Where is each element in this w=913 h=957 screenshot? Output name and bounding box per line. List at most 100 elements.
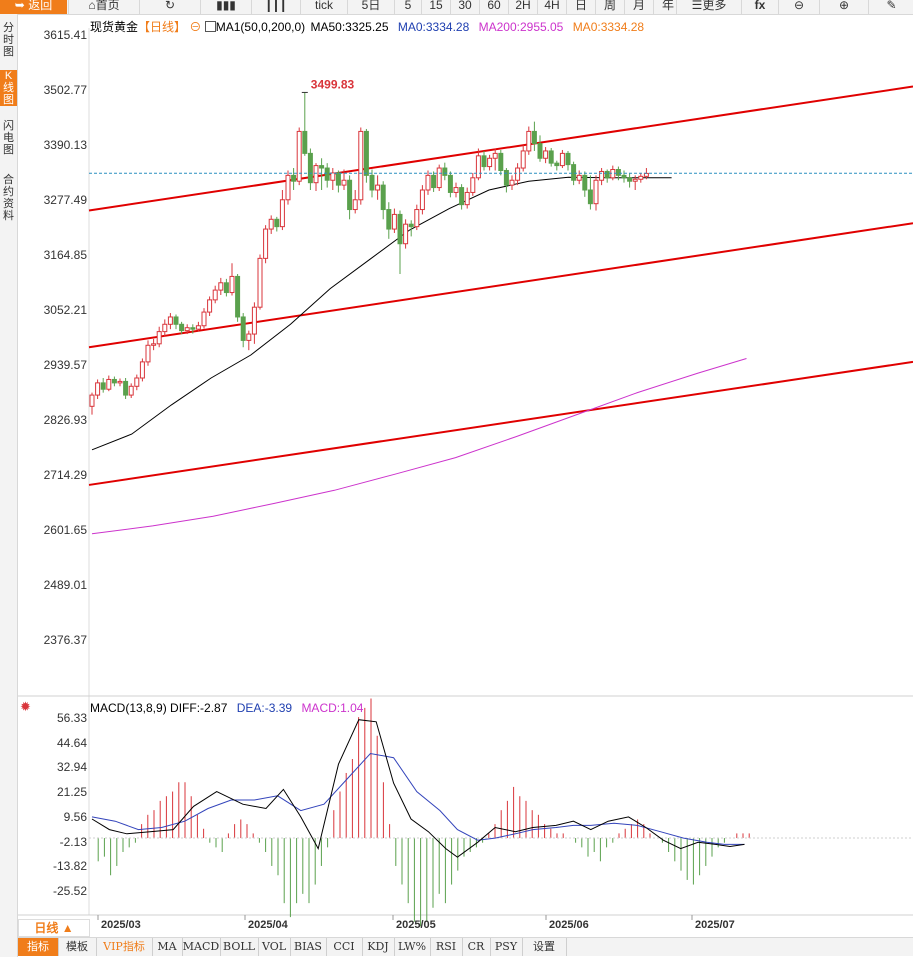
period-button-5[interactable]: 2H (508, 0, 537, 14)
candle-body (274, 218, 280, 228)
candle-body (352, 199, 358, 211)
candle-body (117, 380, 123, 384)
indicator-tab[interactable]: BOLL (220, 938, 259, 956)
candle-body (89, 394, 95, 407)
candle-body (302, 130, 308, 154)
candle-body (95, 382, 101, 396)
indicator-tab[interactable]: 指标 (18, 938, 59, 956)
date-axis-label: 2025/03 (101, 919, 141, 931)
indicator-tab[interactable]: PSY (490, 938, 523, 956)
more-button[interactable]: ☰更多 (676, 0, 741, 14)
indicator-tab[interactable]: KDJ (362, 938, 395, 956)
price-axis-label: 2601.65 (43, 523, 87, 537)
zoom-in-icon: ⊕ (838, 0, 850, 12)
candle-body (246, 333, 252, 341)
ma-box-icon (204, 21, 216, 32)
candle-body (263, 228, 269, 259)
candle-body (106, 378, 112, 390)
candle-body (408, 223, 414, 228)
candle-body (369, 174, 375, 191)
tab-timeshare[interactable]: 分时图 (3, 22, 14, 58)
candle-body (341, 179, 347, 186)
macd-axis-label: -25.52 (52, 884, 87, 898)
period-button-3[interactable]: 30 (450, 0, 479, 14)
top-toolbar: ➥ 返回 ⌂首页 ↻ ▮▮▮ ┃┃┃ tick 5日 5 15 30 60 2H 4H 日周月… (0, 0, 913, 15)
macd-name: MACD(13,8,9) (90, 701, 167, 715)
candle-body (459, 187, 465, 206)
period-tag: 【日线】 (138, 20, 187, 34)
candle-body (123, 380, 129, 396)
date-axis-label: 2025/05 (396, 919, 436, 931)
candle-body (229, 275, 235, 294)
period-button-0[interactable]: 5日 (347, 0, 394, 14)
candlestick-icon: ┃┃┃ (265, 0, 287, 12)
indicator-tab[interactable]: VOL (258, 938, 291, 956)
macd-axis-label: 44.64 (56, 735, 87, 750)
candle-chart-button[interactable]: ┃┃┃ (251, 0, 300, 14)
settings-icon[interactable]: ⊖ (189, 20, 202, 34)
channel-line (88, 85, 913, 212)
tab-flash-chart[interactable]: 闪电图 (3, 120, 14, 156)
candle-body (453, 187, 459, 193)
refresh-button[interactable]: ↻ (139, 0, 200, 14)
date-axis-label: 2025/06 (549, 919, 589, 931)
home-button[interactable]: ⌂首页 (68, 0, 139, 14)
period-button-7[interactable]: 日 (566, 0, 595, 14)
pencil-icon: ✎ (886, 0, 897, 12)
tab-contract-info[interactable]: 合约资料 (3, 174, 14, 222)
zoom-out-button[interactable]: ⊖ (778, 0, 819, 14)
candle-body (285, 174, 291, 201)
tick-button[interactable]: tick (300, 0, 347, 14)
indicator-tab[interactable]: RSI (430, 938, 463, 956)
price-axis-label: 3390.13 (43, 138, 87, 152)
ma50-line (91, 176, 672, 451)
formula-button[interactable]: fx (741, 0, 778, 14)
candle-body (307, 152, 313, 184)
candle-body (139, 361, 145, 379)
candle-body (475, 155, 481, 179)
candle-body (397, 213, 403, 245)
period-button-6[interactable]: 4H (537, 0, 566, 14)
period-button-8[interactable]: 周 (595, 0, 624, 14)
bar-chart-button[interactable]: ▮▮▮ (200, 0, 251, 14)
back-button[interactable]: ➥ 返回 (0, 0, 67, 14)
candle-body (212, 289, 218, 301)
candle-body (347, 179, 353, 211)
price-axis-label: 2939.57 (43, 358, 87, 372)
indicator-tab[interactable]: 设置 (522, 938, 567, 956)
indicator-tab[interactable]: MA (152, 938, 183, 956)
diff-line (91, 719, 745, 858)
indicator-tab[interactable]: MACD (182, 938, 221, 956)
indicator-tab[interactable]: CCI (326, 938, 363, 956)
candle-body (403, 223, 409, 245)
macd-axis-label: 32.94 (56, 760, 87, 775)
macd-settings-icon[interactable]: ✹ (20, 699, 31, 714)
period-selector[interactable]: 日线 ▲ (18, 919, 90, 937)
ma0-value: MA0:3334.28 (397, 20, 470, 34)
indicator-tab[interactable]: CR (462, 938, 491, 956)
candle-body (380, 184, 386, 211)
indicator-tab[interactable]: VIP指标 (96, 938, 153, 956)
candle-body (498, 152, 504, 171)
period-button-9[interactable]: 月 (624, 0, 653, 14)
price-axis-label: 2376.37 (43, 633, 87, 647)
candle-body (621, 174, 627, 179)
indicator-tab[interactable]: BIAS (290, 938, 327, 956)
period-button-2[interactable]: 15 (421, 0, 450, 14)
indicator-tab[interactable]: LW% (394, 938, 431, 956)
macd-axis-label: 9.56 (63, 809, 87, 824)
candle-body (481, 155, 487, 168)
date-axis-label: 2025/04 (248, 919, 288, 931)
period-button-1[interactable]: 5 (394, 0, 421, 14)
period-button-4[interactable]: 60 (479, 0, 508, 14)
candle-body (151, 343, 157, 346)
candle-body (638, 175, 644, 180)
draw-tool-button[interactable]: ✎ (868, 0, 913, 14)
candle-body (515, 167, 521, 181)
zoom-in-button[interactable]: ⊕ (819, 0, 868, 14)
period-button-10[interactable]: 年 (653, 0, 682, 14)
candle-body (599, 170, 605, 181)
indicator-tab[interactable]: 模板 (58, 938, 97, 956)
